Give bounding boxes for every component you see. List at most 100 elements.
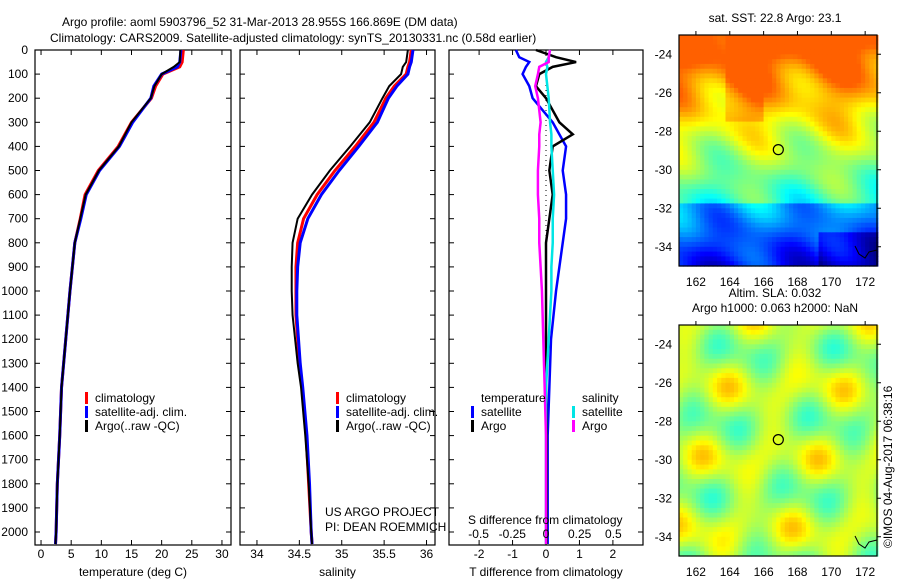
heatmap-cell [776, 164, 782, 171]
heatmap-cell [827, 344, 832, 350]
heatmap-cell [734, 107, 739, 113]
heatmap-cell [860, 406, 866, 413]
heatmap-cell [784, 184, 790, 190]
heatmap-cell [759, 531, 765, 538]
heatmap-cell [734, 507, 739, 514]
heatmap-cell [683, 179, 688, 185]
heatmap-cell [738, 59, 743, 65]
heatmap-cell [729, 102, 735, 108]
heatmap-cell [772, 184, 777, 190]
heatmap-cell [712, 179, 718, 185]
heatmap-cell [831, 203, 837, 209]
heatmap-cell [729, 440, 735, 446]
heatmap-cell [729, 546, 735, 552]
heatmap-cell [700, 261, 705, 267]
heatmap-cell [780, 87, 786, 94]
heatmap-cell [801, 474, 807, 480]
heatmap-cell [738, 131, 743, 137]
heatmap-cell [793, 232, 798, 238]
heatmap-cell [848, 469, 853, 475]
heatmap-cell [755, 39, 760, 46]
heatmap-cell [725, 179, 731, 185]
heatmap-cell [687, 479, 693, 485]
heatmap-cell [797, 208, 803, 214]
heatmap-cell [831, 339, 837, 345]
heatmap-cell [679, 145, 684, 152]
heatmap-cell [738, 44, 743, 50]
heatmap-cell [818, 536, 824, 543]
lat-tick-label: -28 [655, 414, 673, 428]
heatmap-cell [865, 353, 870, 360]
heatmap-cell [687, 459, 693, 466]
heatmap-cell [717, 140, 722, 147]
heatmap-cell [852, 541, 858, 547]
heatmap-cell [873, 329, 879, 336]
heatmap-cell [860, 136, 866, 142]
heatmap-cell [801, 232, 807, 238]
heatmap-cell [734, 435, 739, 442]
heatmap-cell [738, 512, 743, 519]
heatmap-cell [831, 246, 837, 253]
heatmap-cell [772, 445, 777, 451]
heatmap-cell [772, 464, 777, 470]
heatmap-cell [725, 112, 731, 118]
heatmap-cell [805, 334, 811, 340]
heatmap-cell [865, 184, 870, 190]
heatmap-cell [721, 469, 727, 475]
heatmap-cell [852, 102, 858, 108]
heatmap-cell [683, 78, 688, 84]
heatmap-cell [679, 179, 684, 185]
heatmap-cell [818, 527, 824, 533]
heatmap-cell [729, 213, 735, 219]
heatmap-cell [767, 102, 773, 108]
heatmap-cell [865, 450, 870, 456]
heatmap-cell [793, 377, 798, 384]
heatmap-cell [725, 237, 731, 243]
heatmap-cell [801, 392, 807, 398]
heatmap-cell [704, 406, 710, 413]
heatmap-cell [860, 426, 866, 432]
heatmap-cell [873, 459, 879, 466]
heatmap-cell [793, 416, 798, 422]
heatmap-cells [679, 325, 879, 557]
heatmap-cell [818, 479, 824, 485]
heatmap-cell [738, 479, 743, 485]
heatmap-cell [789, 121, 794, 127]
heatmap-cell [873, 325, 879, 331]
heatmap-cell [734, 541, 739, 547]
heatmap-cell [725, 102, 731, 108]
heatmap-cell [805, 435, 811, 442]
heatmap-cell [839, 126, 845, 132]
heatmap-cell [691, 131, 697, 137]
heatmap-cell [805, 344, 811, 350]
heatmap-cell [759, 83, 765, 89]
heatmap-cell [873, 387, 879, 393]
heatmap-cell [679, 241, 684, 248]
heatmap-cell [767, 92, 773, 99]
heatmap-cell [721, 54, 727, 60]
heatmap-cell [776, 78, 782, 84]
heatmap-cell [759, 339, 765, 345]
heatmap-cell [695, 416, 701, 422]
heatmap-cell [721, 325, 727, 331]
heatmap-cell [844, 397, 849, 403]
heatmap-cell [772, 344, 777, 350]
heatmap-cell [835, 344, 841, 350]
heatmap-cell [708, 483, 714, 490]
heatmap-cell [767, 459, 773, 466]
heatmap-cell [704, 97, 710, 103]
heatmap-cell [856, 440, 862, 446]
heatmap-cell [780, 164, 786, 171]
heatmap-cell [776, 198, 782, 204]
heatmap-cell [691, 78, 697, 84]
heatmap-cell [827, 551, 832, 557]
heatmap-cell [839, 92, 845, 99]
heatmap-cell [856, 121, 862, 127]
heatmap-cell [805, 160, 811, 166]
heatmap-cell [704, 358, 710, 365]
heatmap-cell [712, 227, 718, 233]
heatmap-cell [691, 189, 697, 195]
heatmap-cell [839, 261, 845, 267]
heatmap-cell [687, 73, 693, 79]
heatmap-cell [721, 126, 727, 132]
